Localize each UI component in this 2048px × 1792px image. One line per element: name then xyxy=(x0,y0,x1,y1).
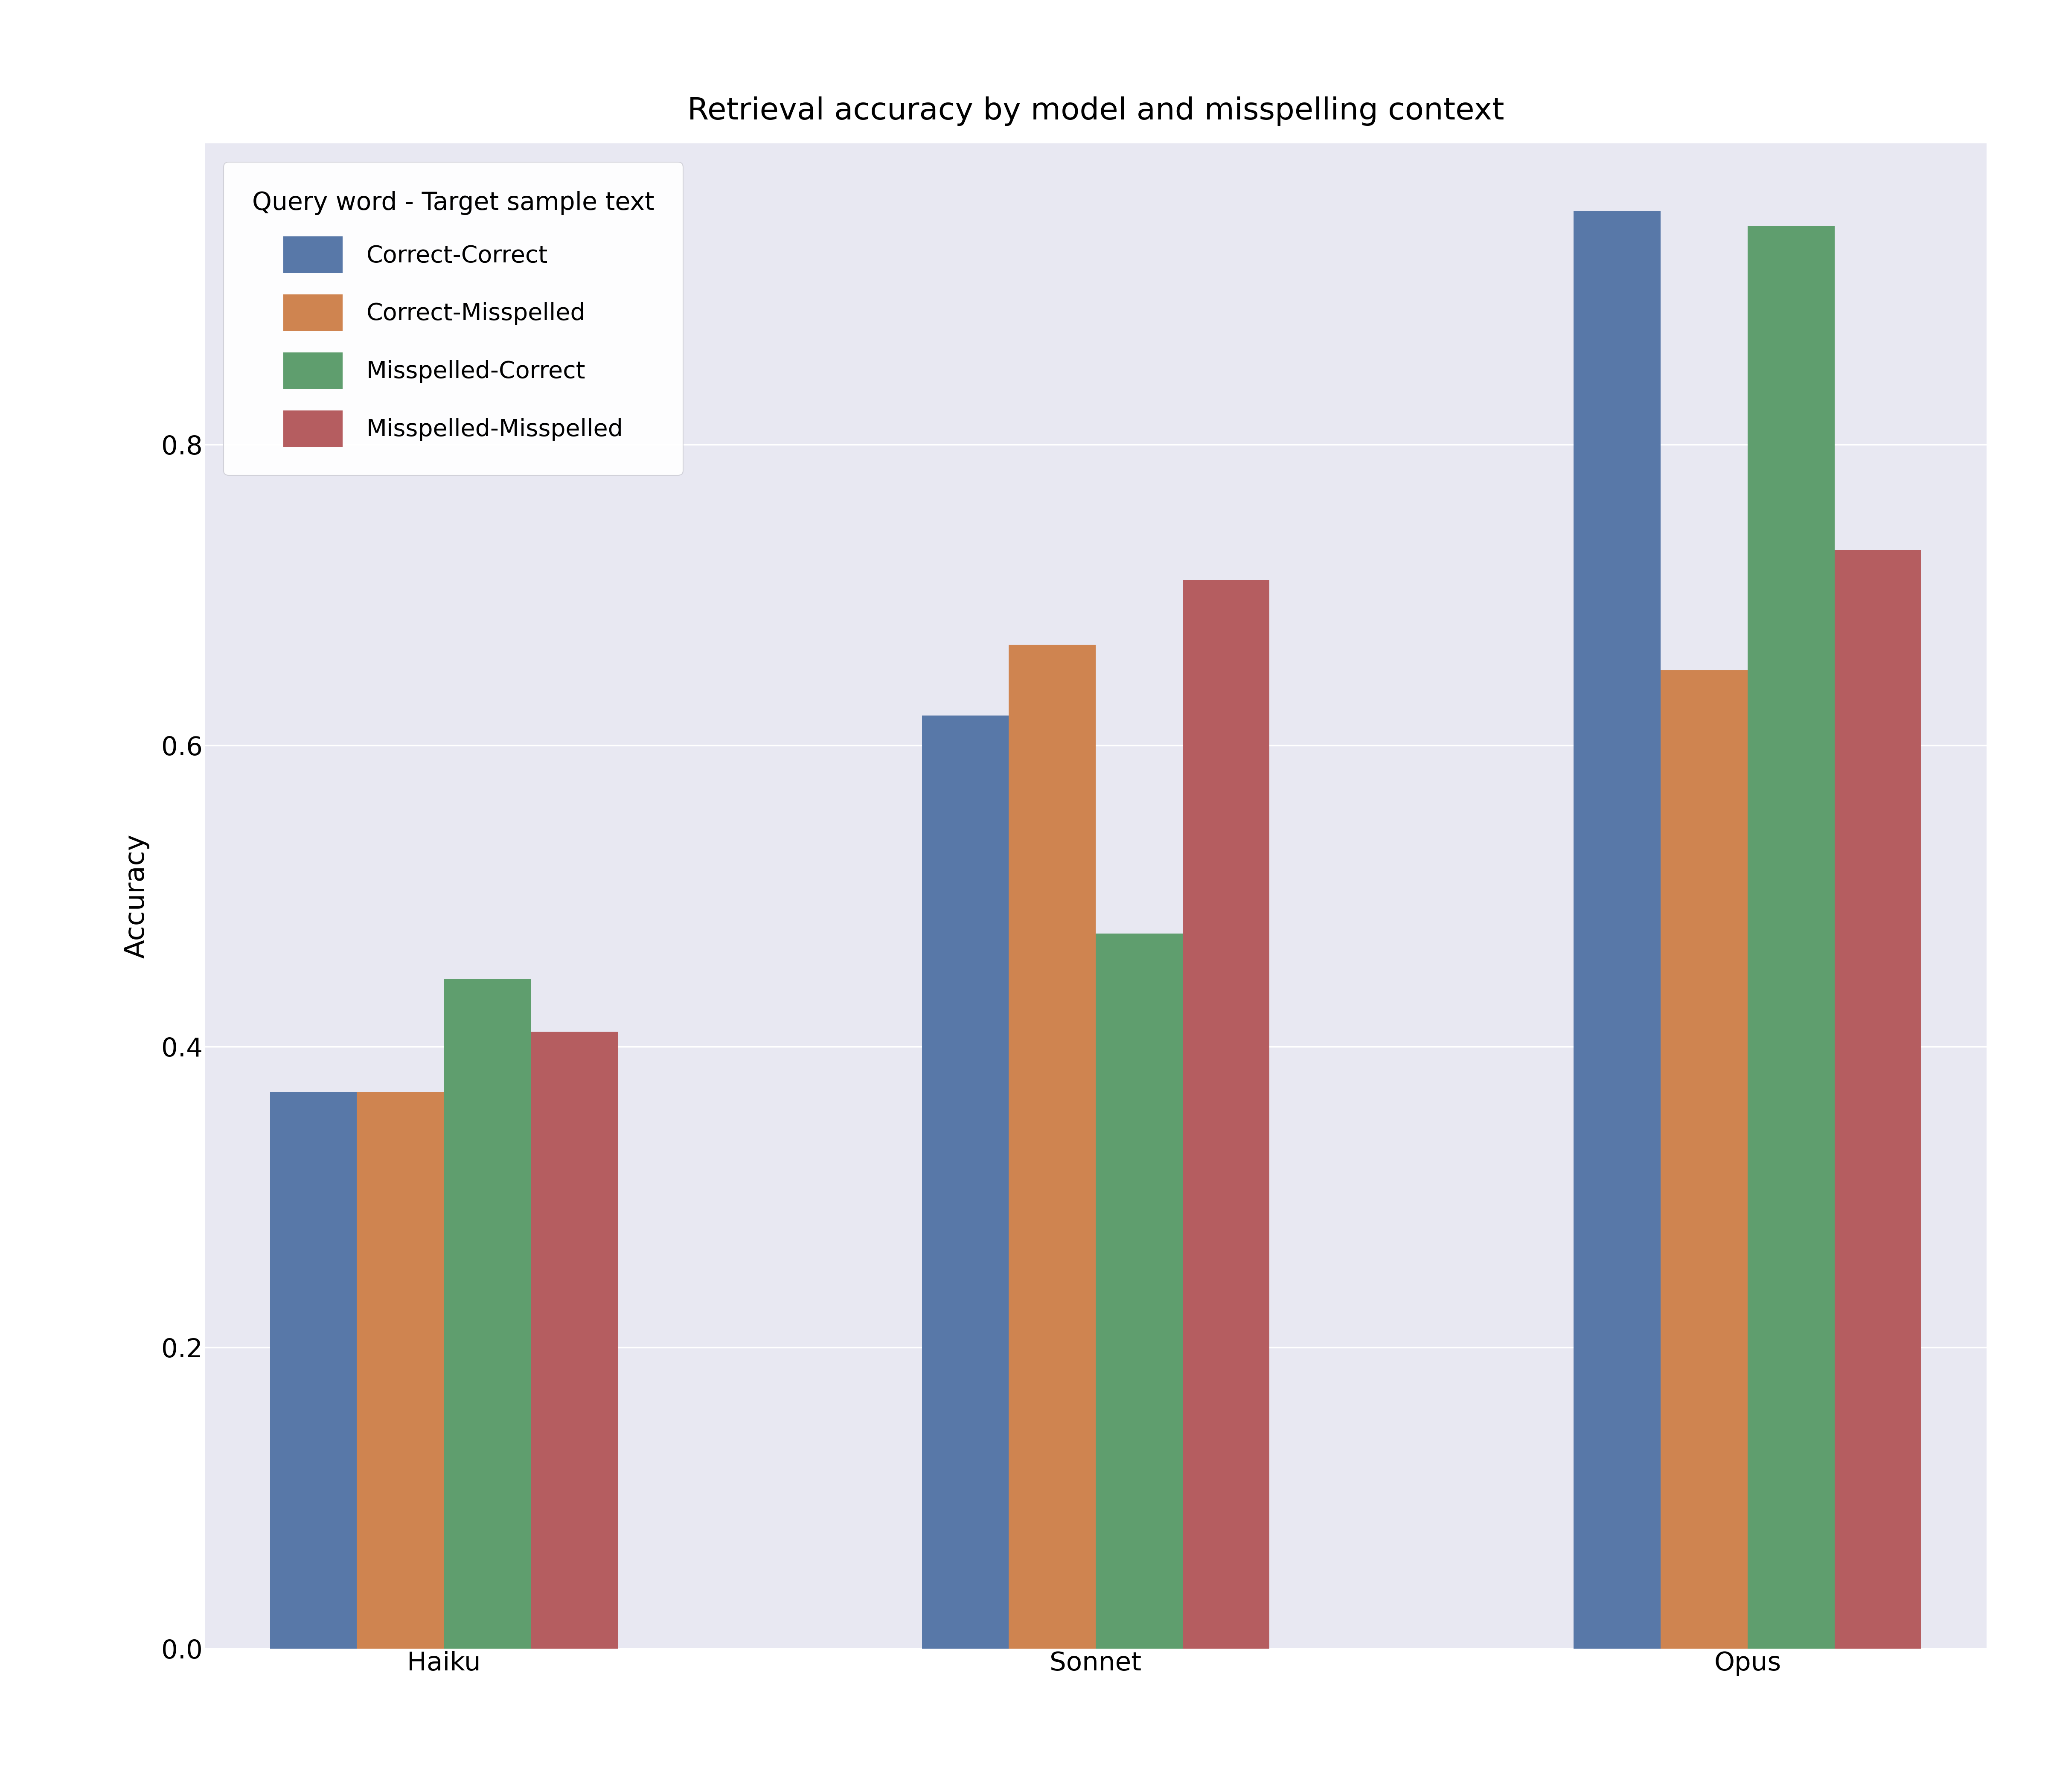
Bar xyxy=(922,715,1010,1649)
Bar xyxy=(1182,581,1270,1649)
Y-axis label: Accuracy: Accuracy xyxy=(123,833,150,959)
Bar xyxy=(1835,550,1921,1649)
Bar xyxy=(444,978,530,1649)
Title: Retrieval accuracy by model and misspelling context: Retrieval accuracy by model and misspell… xyxy=(688,97,1503,125)
Bar xyxy=(270,1091,356,1649)
Bar xyxy=(1661,670,1747,1649)
Bar xyxy=(530,1032,618,1649)
Bar xyxy=(1747,226,1835,1649)
Bar xyxy=(1096,934,1182,1649)
Bar xyxy=(356,1091,444,1649)
Bar xyxy=(1010,645,1096,1649)
Legend: Correct-Correct, Correct-Misspelled, Misspelled-Correct, Misspelled-Misspelled: Correct-Correct, Correct-Misspelled, Mis… xyxy=(223,163,682,475)
Bar xyxy=(1573,211,1661,1649)
